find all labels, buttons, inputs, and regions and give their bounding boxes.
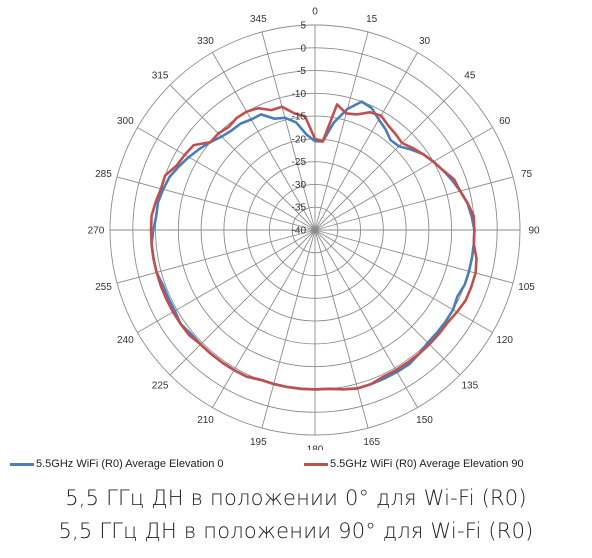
- caption-line-2: 5,5 ГГц ДН в положении 90° для Wi-Fi (R0…: [58, 519, 534, 543]
- angle-tick-label: 105: [518, 282, 535, 293]
- grid-spoke: [314, 229, 493, 333]
- legend-label: 5.5GHz WiFi (R0) Average Elevation 90: [330, 458, 524, 470]
- grid-spoke: [137, 127, 316, 231]
- caption-line-1: 5,5 ГГц ДН в положении 0° для Wi-Fi (R0): [65, 486, 527, 510]
- grid-spoke: [314, 52, 418, 231]
- angle-tick-label: 300: [117, 116, 134, 127]
- angle-tick-label: 0: [312, 7, 318, 18]
- chart-legend: 5.5GHz WiFi (R0) Average Elevation 0 5.5…: [4, 458, 592, 474]
- radial-tick-label: -15: [292, 112, 307, 123]
- grid-spoke: [314, 31, 369, 231]
- radial-tick-label: -35: [292, 203, 307, 214]
- radial-tick-label: 0: [300, 43, 306, 54]
- angle-tick-label: 120: [496, 335, 513, 346]
- polar-chart: 0 15 30 45 60 75 90 105 120 135 150 165 180 195 210 225…: [88, 7, 540, 451]
- grid-spoke: [314, 84, 461, 231]
- angle-tick-label: 135: [462, 380, 479, 391]
- angle-tick-label: 30: [419, 36, 431, 47]
- radial-tick-label: 5: [300, 21, 306, 32]
- angular-grid: [110, 25, 520, 435]
- grid-spoke: [314, 176, 514, 231]
- radial-tick-label: -40: [292, 226, 307, 237]
- radial-tick-label: -10: [292, 89, 307, 100]
- radial-tick-label: -20: [292, 134, 307, 145]
- angle-tick-label: 240: [117, 335, 134, 346]
- angle-tick-label: 270: [88, 226, 105, 237]
- grid-spoke: [116, 229, 316, 284]
- grid-spoke: [169, 84, 316, 231]
- grid-spoke: [116, 176, 316, 231]
- grid-spoke: [169, 229, 316, 376]
- radial-tick-label: -25: [292, 157, 307, 168]
- radial-labels: 5 0 -5 -10 -15 -20 -25 -30 -35 -40: [292, 21, 307, 237]
- grid-spoke: [212, 229, 316, 408]
- legend-item-elevation-0: 5.5GHz WiFi (R0) Average Elevation 0: [10, 458, 223, 470]
- angle-tick-label: 75: [521, 169, 533, 180]
- radial-tick-label: -30: [292, 180, 307, 191]
- legend-item-elevation-90: 5.5GHz WiFi (R0) Average Elevation 90: [304, 458, 524, 470]
- series-line: [149, 103, 478, 391]
- angle-tick-label: 150: [416, 415, 433, 426]
- angle-tick-label: 195: [250, 437, 267, 448]
- angle-tick-label: 315: [152, 71, 169, 82]
- angle-tick-label: 165: [363, 437, 380, 448]
- series-layer: [149, 100, 478, 391]
- grid-spoke: [137, 229, 316, 333]
- angle-tick-label: 330: [197, 36, 214, 47]
- legend-label: 5.5GHz WiFi (R0) Average Elevation 0: [36, 458, 224, 470]
- grid-spoke: [212, 52, 316, 231]
- angle-tick-label: 255: [95, 282, 112, 293]
- angle-tick-label: 210: [197, 415, 214, 426]
- radial-tick-label: -5: [297, 66, 306, 77]
- angle-labels: 0 15 30 45 60 75 90 105 120 135 150 165 180 195 210 225…: [88, 7, 540, 451]
- angle-tick-label: 60: [499, 116, 511, 127]
- angle-tick-label: 15: [366, 14, 378, 25]
- angle-tick-label: 90: [528, 226, 540, 237]
- grid-spoke: [261, 31, 316, 231]
- grid-spoke: [314, 127, 493, 231]
- angle-tick-label: 285: [95, 169, 112, 180]
- angle-tick-label: 45: [464, 71, 476, 82]
- angle-tick-label: 345: [250, 14, 267, 25]
- grid-spoke: [314, 229, 461, 376]
- angle-tick-label: 225: [152, 380, 169, 391]
- grid-spoke: [314, 229, 514, 284]
- grid-spoke: [261, 229, 316, 429]
- grid-spoke: [314, 229, 418, 408]
- legend-swatch: [10, 462, 34, 466]
- legend-swatch: [304, 462, 328, 466]
- grid-spoke: [314, 229, 369, 429]
- angle-tick-label: 180: [307, 445, 324, 451]
